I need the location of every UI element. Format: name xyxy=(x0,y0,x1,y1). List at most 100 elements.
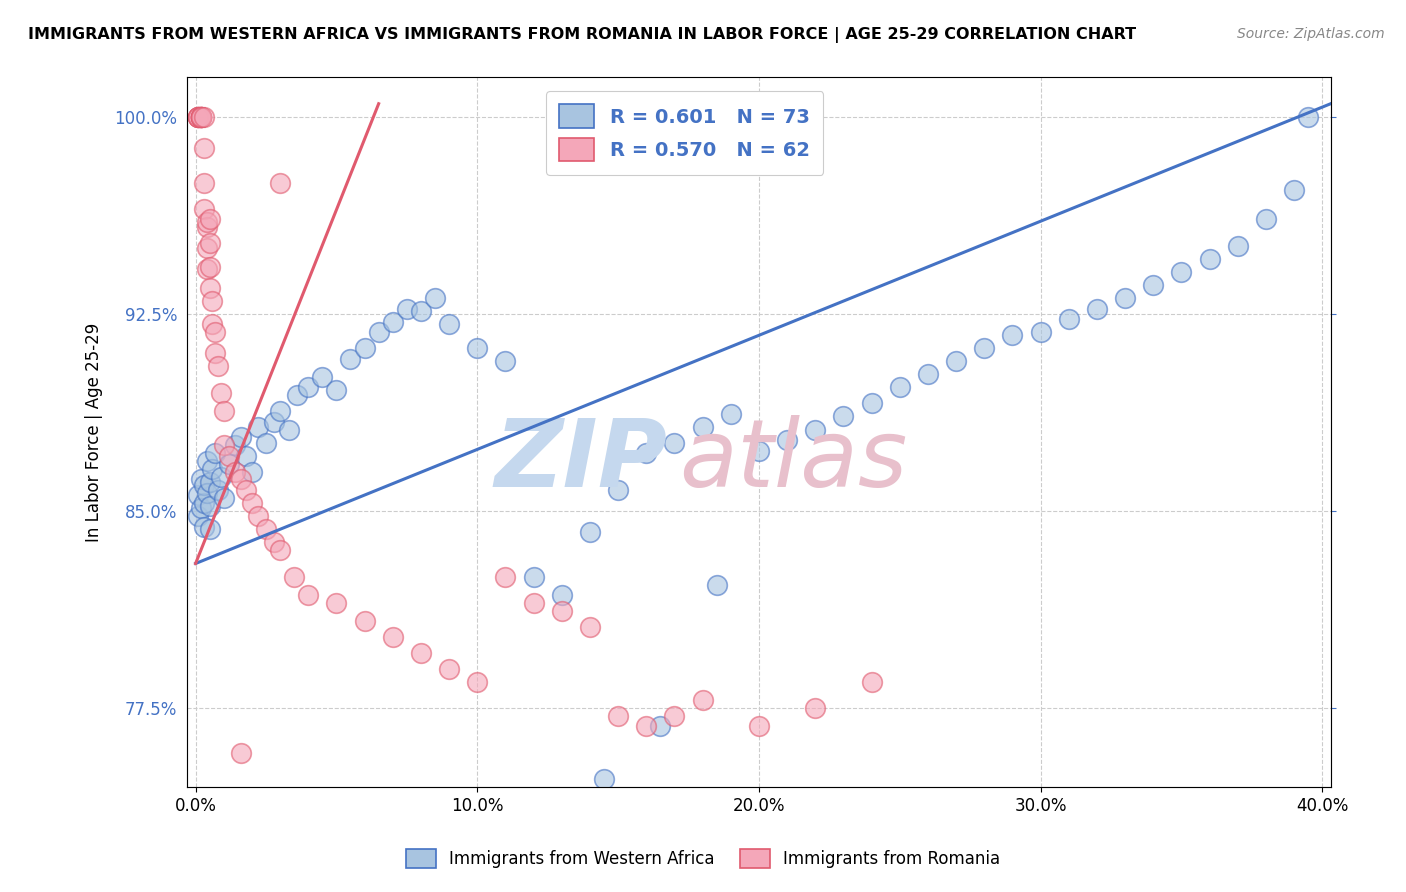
Point xyxy=(1029,326,1052,340)
Point xyxy=(353,341,375,355)
Point xyxy=(720,407,742,421)
Point xyxy=(579,619,602,633)
Point xyxy=(395,301,418,316)
Point xyxy=(1296,110,1319,124)
Point xyxy=(195,220,218,235)
Point xyxy=(607,483,630,497)
Point xyxy=(204,326,226,340)
Point xyxy=(204,446,226,460)
Point xyxy=(706,577,728,591)
Text: ZIP: ZIP xyxy=(495,415,668,507)
Point xyxy=(246,509,269,524)
Point xyxy=(277,423,299,437)
Point xyxy=(193,110,215,124)
Point xyxy=(198,499,221,513)
Point xyxy=(195,454,218,468)
Point xyxy=(218,449,240,463)
Point xyxy=(229,430,252,444)
Point xyxy=(240,496,263,510)
Point xyxy=(254,435,277,450)
Point xyxy=(1170,265,1192,279)
Point xyxy=(494,354,516,368)
Point xyxy=(423,291,446,305)
Point xyxy=(283,569,305,583)
Point xyxy=(1254,212,1277,227)
Point xyxy=(325,383,347,397)
Point xyxy=(311,370,333,384)
Point xyxy=(381,630,404,644)
Point xyxy=(198,475,221,489)
Point xyxy=(465,674,488,689)
Point xyxy=(218,457,240,471)
Point xyxy=(198,235,221,250)
Point xyxy=(551,604,574,618)
Point xyxy=(187,488,209,502)
Point xyxy=(269,404,291,418)
Text: IMMIGRANTS FROM WESTERN AFRICA VS IMMIGRANTS FROM ROMANIA IN LABOR FORCE | AGE 2: IMMIGRANTS FROM WESTERN AFRICA VS IMMIGR… xyxy=(28,27,1136,43)
Point xyxy=(551,588,574,602)
Text: atlas: atlas xyxy=(679,415,907,506)
Point xyxy=(212,491,235,505)
Point xyxy=(190,472,212,486)
Point xyxy=(195,215,218,229)
Point xyxy=(263,415,285,429)
Point xyxy=(190,110,212,124)
Point xyxy=(190,110,212,124)
Point xyxy=(804,701,827,715)
Point xyxy=(593,772,616,786)
Text: Source: ZipAtlas.com: Source: ZipAtlas.com xyxy=(1237,27,1385,41)
Point xyxy=(409,646,432,660)
Point xyxy=(339,351,361,366)
Point xyxy=(198,212,221,227)
Point xyxy=(187,110,209,124)
Point xyxy=(297,380,319,394)
Point xyxy=(209,385,232,400)
Point xyxy=(235,449,257,463)
Point xyxy=(650,719,672,733)
Point xyxy=(1226,238,1249,252)
Y-axis label: In Labor Force | Age 25-29: In Labor Force | Age 25-29 xyxy=(86,323,103,541)
Point xyxy=(187,110,209,124)
Point xyxy=(190,501,212,516)
Point xyxy=(636,719,658,733)
Point xyxy=(636,446,658,460)
Point xyxy=(692,693,714,707)
Point xyxy=(201,462,224,476)
Point xyxy=(224,465,246,479)
Point xyxy=(207,483,229,497)
Point xyxy=(193,496,215,510)
Point xyxy=(692,420,714,434)
Point xyxy=(269,543,291,558)
Point xyxy=(193,141,215,155)
Point xyxy=(190,110,212,124)
Point xyxy=(229,472,252,486)
Point xyxy=(832,409,855,424)
Point xyxy=(187,110,209,124)
Point xyxy=(190,110,212,124)
Point xyxy=(325,596,347,610)
Point xyxy=(229,746,252,760)
Legend: Immigrants from Western Africa, Immigrants from Romania: Immigrants from Western Africa, Immigran… xyxy=(399,843,1007,875)
Point xyxy=(190,110,212,124)
Point xyxy=(973,341,995,355)
Point xyxy=(860,396,883,410)
Point xyxy=(804,423,827,437)
Point xyxy=(945,354,967,368)
Point xyxy=(748,719,770,733)
Point xyxy=(1001,327,1024,342)
Point xyxy=(201,293,224,308)
Point xyxy=(195,262,218,277)
Point xyxy=(776,433,799,447)
Point xyxy=(1282,183,1305,197)
Point xyxy=(437,318,460,332)
Point xyxy=(212,438,235,452)
Point xyxy=(465,341,488,355)
Point xyxy=(409,304,432,318)
Point xyxy=(187,110,209,124)
Point xyxy=(1142,278,1164,293)
Point xyxy=(917,368,939,382)
Point xyxy=(240,465,263,479)
Point xyxy=(193,202,215,216)
Point xyxy=(195,485,218,500)
Point xyxy=(1114,291,1136,305)
